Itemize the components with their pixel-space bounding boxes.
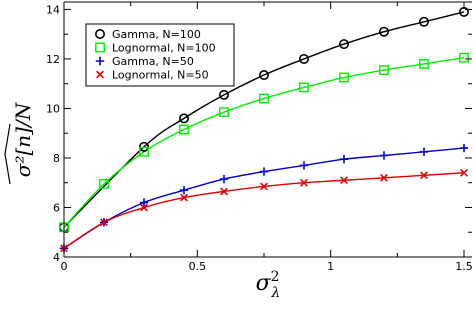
data-point-2-6 (299, 161, 309, 170)
data-point-3-5 (260, 182, 268, 191)
data-point-3-3 (180, 193, 188, 202)
legend-marker-1 (95, 42, 105, 53)
data-point-0-3 (219, 89, 230, 100)
y-tick-label: 12 (46, 53, 60, 66)
data-point-3-4 (220, 187, 228, 196)
y-tick-label: 14 (46, 3, 60, 16)
markers (58, 6, 469, 253)
data-point-3-1 (100, 218, 108, 227)
y-tick-label: 4 (53, 251, 60, 264)
legend-marker-3 (96, 70, 104, 79)
data-point-1-9 (419, 58, 429, 69)
axis-labels: σ2 λ σ²[n]/N (4, 101, 281, 301)
data-point-2-4 (219, 174, 229, 184)
y-tick-label: 6 (53, 201, 60, 214)
data-point-3-8 (380, 173, 388, 182)
x-tick-label: 1.5 (455, 260, 473, 273)
legend-label-2: Gamma, N=50 (112, 55, 194, 68)
y-tick-label: 8 (53, 152, 60, 165)
y-axis-label-hat (4, 123, 11, 185)
legend-label-1: Lognormal, N=100 (112, 42, 216, 55)
data-point-0-5 (298, 53, 309, 64)
series-line-0 (64, 11, 465, 228)
data-point-1-2 (139, 146, 149, 157)
y-axis-label-group: σ²[n]/N (4, 101, 35, 185)
data-point-1-4 (219, 107, 229, 118)
data-point-1-1 (99, 179, 109, 189)
legend-label-3: Lognormal, N=50 (112, 69, 209, 82)
data-point-3-6 (300, 178, 308, 187)
x-tick-label: 0.5 (189, 260, 207, 273)
data-point-3-2 (140, 203, 148, 212)
legend-box (85, 23, 235, 87)
data-point-2-9 (419, 147, 429, 156)
data-point-2-8 (379, 151, 389, 160)
data-point-1-5 (259, 93, 269, 104)
data-point-1-8 (379, 65, 389, 75)
axes: 4 6 8 10 12 14 0 0.5 1 1.5 (46, 1, 473, 273)
data-point-3-10 (460, 168, 468, 177)
x-tick-label: 0 (61, 260, 68, 273)
data-point-0-8 (418, 16, 429, 27)
data-point-2-10 (459, 143, 469, 153)
data-point-2-2 (139, 198, 149, 207)
data-point-0-1 (139, 141, 150, 152)
data-point-1-6 (299, 82, 309, 93)
data-point-0-4 (258, 70, 269, 81)
data-point-1-10 (459, 52, 469, 63)
data-point-1-3 (179, 124, 189, 135)
legend-marker-2 (95, 56, 105, 66)
data-point-3-9 (420, 171, 428, 180)
y-tick-label: 10 (46, 102, 60, 115)
legend-marker-0 (95, 28, 106, 39)
data-point-0-6 (338, 39, 349, 50)
data-point-2-5 (259, 167, 269, 176)
data-point-2-3 (179, 185, 189, 195)
data-point-1-7 (339, 72, 349, 83)
data-point-0-7 (378, 26, 389, 37)
y-axis-label: σ²[n]/N (11, 101, 35, 177)
data-point-2-7 (339, 155, 349, 164)
legend-label-0: Gamma, N=100 (112, 28, 201, 41)
x-axis-label: σ2 λ (256, 269, 281, 301)
data-point-0-2 (179, 113, 190, 124)
data-point-3-7 (340, 176, 348, 185)
series-line-1 (64, 57, 465, 228)
x-tick-label: 1 (327, 260, 334, 273)
